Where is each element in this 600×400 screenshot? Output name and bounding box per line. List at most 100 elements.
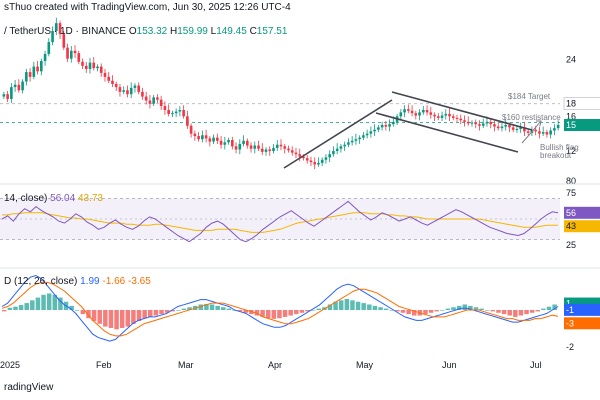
macd-hist-bar [490,310,496,312]
candle-body [231,140,234,147]
macd-hist-bar [69,305,74,310]
candle-body [474,122,478,125]
macd-hist-bar [389,310,395,311]
candle-body [298,154,302,157]
macd-hist-bar [428,310,434,313]
macd-hist-bar [243,310,248,313]
candle-body [111,80,114,84]
candle-body [171,113,174,115]
macd-hist-bar [97,310,102,324]
candle-body [84,65,88,69]
candle-body [73,50,77,54]
candle-body [118,87,122,92]
macd-hist-bar [496,310,501,313]
candle-body [32,66,36,77]
candle-body [287,148,290,151]
candle-body [163,106,167,110]
macd-hist-bar [46,293,52,310]
candle-body [380,125,384,128]
candle-body [103,72,107,77]
candle-body [324,157,328,160]
candle-body [122,90,126,92]
macd-hist-bar [327,304,333,310]
macd-hist-bar [164,310,170,313]
macd-hist-bar [75,310,80,311]
macd-hist-bar [473,307,479,310]
candle-body [369,131,373,134]
target-annotation: $184 Target [508,92,551,101]
macd-hist-bar [350,300,355,310]
macd-value: 1.99 [80,276,100,287]
macd-hist-bar [277,310,282,319]
candle-body [425,110,429,113]
candle-body [234,146,238,150]
x-tick-label: Apr [268,360,282,370]
macd-hist-bar [400,310,406,313]
candle-body [358,137,361,140]
price-tick-label: 24 [566,54,576,64]
resistance-annotation: $160 restistance [502,113,561,122]
price-tick-label: 12 [566,146,576,156]
candle-body [553,128,556,131]
candle-body [148,100,152,104]
candle-body [96,66,99,69]
macd-hist-bar [445,308,451,310]
candle-body [260,148,264,152]
candle-body [459,118,463,121]
macd-hist-bar [541,308,546,310]
macd-hist-bar [58,297,63,310]
candle-body [264,149,268,152]
flag-lower-line [375,112,519,153]
macd-hist-bar [434,310,439,312]
macd-hist-bar [176,310,181,311]
macd-tick-label: -3 [566,318,574,328]
candle-body [511,127,515,130]
macd-hist-bar [131,310,136,324]
macd-hist-bar [395,310,400,312]
candle-body [481,123,485,126]
candle-body [388,124,391,127]
candle-body [463,120,466,122]
candle-body [212,137,215,142]
macd-value-tag [564,317,600,330]
candle-body [545,132,549,135]
macd-hist-bar [119,310,125,328]
macd-hist-bar [546,306,552,310]
candle-body [36,66,39,72]
macd-hist-bar [41,294,46,310]
candle-body [99,66,103,73]
candle-body [433,114,436,117]
flagpole-trendline [283,99,393,169]
candle-body [253,145,257,149]
candle-body [40,61,43,72]
candle-body [515,128,519,130]
macd-hist-bar [333,301,338,310]
candle-body [489,121,493,125]
macd-hist-bar [271,310,277,319]
candle-body [13,84,17,88]
rsi-tick-label: 56 [566,208,576,218]
candle-body [500,126,504,129]
x-tick-label: Jul [530,360,542,370]
flag-upper-line [391,91,533,131]
candle-body [407,109,410,111]
macd-hist-bar [288,310,293,316]
candle-body [335,148,339,152]
candle-body [283,146,287,149]
candle-body [223,142,227,145]
candle-body [245,140,249,146]
macd-hist-bar [254,310,260,316]
candle-body [466,121,470,124]
candle-body [504,125,508,127]
candle-body [332,151,335,155]
macd-hist-bar [30,300,35,310]
macd-hist-bar [484,310,490,311]
candle-body [317,162,320,165]
macd-hist-bar [372,305,378,310]
macd-hist-bar [468,305,473,310]
candle-body [444,113,448,116]
candle-body [227,140,230,143]
price-tick-label: 15 [566,120,576,130]
candle-body [290,150,294,153]
high-label: H [170,26,178,37]
